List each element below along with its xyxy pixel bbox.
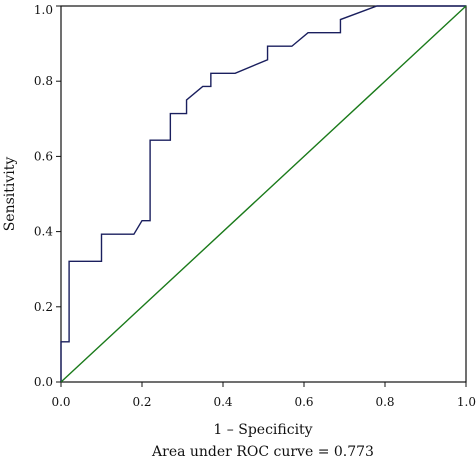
x-axis-ticks: 0.0 0.2 0.4 0.6 0.8 1.0: [51, 382, 476, 409]
reference-diagonal-line: [60, 5, 467, 383]
y-tick-label: 1.0: [34, 3, 53, 17]
y-tick-label: 0.6: [34, 149, 53, 163]
plot-frame: [60, 5, 467, 383]
x-axis-title: 1 – Specificity: [213, 422, 312, 438]
y-tick-label: 0.8: [34, 74, 53, 88]
x-tick-label: 0.8: [375, 395, 394, 409]
y-axis-title: Sensitivity: [2, 157, 18, 232]
x-tick-label: 0.6: [294, 395, 313, 409]
series-group: [60, 5, 467, 383]
plot-area: [60, 5, 467, 383]
y-tick-label: 0.2: [34, 300, 53, 314]
auc-caption: Area under ROC curve = 0.773: [151, 444, 374, 457]
y-axis-ticks: 0.0 0.2 0.4 0.6 0.8 1.0: [34, 3, 61, 389]
roc-curve-line: [60, 5, 466, 382]
x-tick-label: 1.0: [457, 395, 476, 409]
x-tick-label: 0.4: [213, 395, 232, 409]
y-tick-label: 0.4: [34, 225, 53, 239]
x-tick-label: 0.0: [51, 395, 70, 409]
x-tick-label: 0.2: [132, 395, 151, 409]
y-tick-label: 0.0: [34, 375, 53, 389]
